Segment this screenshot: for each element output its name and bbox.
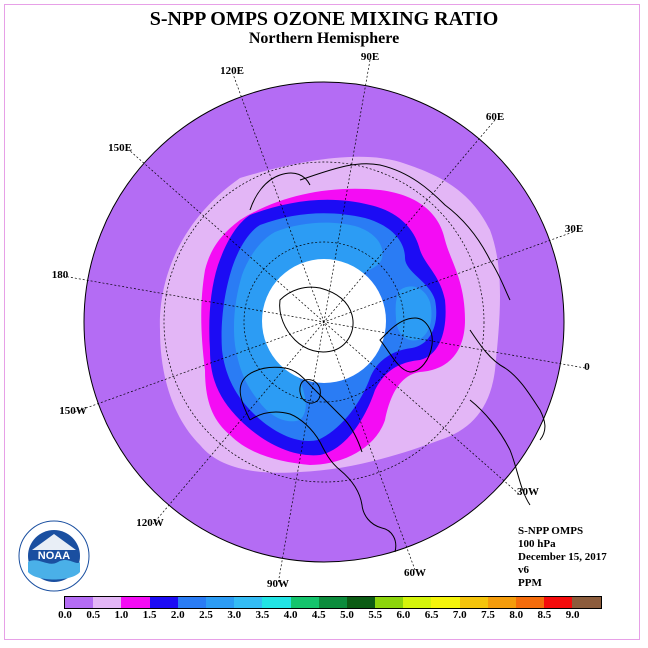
map-border: [83, 81, 565, 563]
colorbar-segment: [234, 597, 263, 608]
graticule: [62, 59, 586, 585]
colorbar-tick-label: 0.0: [58, 609, 72, 621]
ozone-band-2.5-3.0-east: [395, 286, 432, 341]
lon-label-30w: 30W: [517, 486, 539, 498]
colorbar-segment: [516, 597, 545, 608]
noaa-logo: NOAA: [18, 520, 90, 592]
colorbar-segment: [375, 597, 404, 608]
lon-label-60w: 60W: [404, 567, 426, 579]
lon-label-0: 0: [584, 361, 590, 373]
coastline-africa: [469, 399, 531, 506]
info-version: v6: [518, 564, 529, 576]
lon-label-90w: 90W: [267, 578, 289, 590]
colorbar-segment: [431, 597, 460, 608]
colorbar-tick-label: 5.5: [368, 609, 383, 621]
info-instrument: S-NPP OMPS: [518, 525, 584, 537]
colorbar-tick-label: 7.0: [452, 609, 467, 621]
map-title: S-NPP OMPS OZONE MIXING RATIO: [149, 8, 499, 30]
colorbar-ticks: 0.0 0.5 1.0 1.5 2.0 2.5 3.0 3.5 4.0 4.5 5.0 5.5 6.0 6…: [0, 609, 648, 623]
lon-label-120e: 120E: [220, 65, 244, 77]
coastline-europe: [469, 329, 546, 441]
coastline-north-america: [239, 366, 397, 553]
info-level: 100 hPa: [518, 538, 556, 550]
colorbar-tick-label: 3.5: [255, 609, 270, 621]
lon-label-150e: 150E: [108, 142, 132, 154]
colorbar-tick-label: 0.5: [86, 609, 101, 621]
lon-label-30e: 30E: [565, 223, 583, 235]
colorbar-tick-label: 2.0: [170, 609, 185, 621]
colorbar-segment: [149, 597, 178, 608]
coastline-greenland: [379, 317, 433, 373]
colorbar-segment: [544, 597, 573, 608]
colorbar-segment: [318, 597, 347, 608]
meridian-90e-90w: [277, 59, 371, 585]
info-date: December 15, 2017: [518, 551, 607, 563]
map-subtitle: Northern Hemisphere: [248, 30, 400, 47]
figure-frame: [4, 4, 640, 640]
colorbar-segment: [93, 597, 122, 608]
colorbar-tick-label: 9.0: [565, 609, 580, 621]
colorbar: [64, 596, 602, 609]
meridian-60w-120e: [232, 73, 416, 571]
noaa-logo-text: NOAA: [38, 550, 70, 562]
coastline-arctic: [279, 286, 354, 353]
latitude-circle-30n: [163, 161, 485, 483]
colorbar-tick-label: 8.5: [537, 609, 552, 621]
colorbar-segment: [177, 597, 206, 608]
colorbar-segment: [459, 597, 488, 608]
colorbar-tick-label: 8.0: [509, 609, 524, 621]
colorbar-tick-label: 6.5: [424, 609, 439, 621]
latitude-circle-60n: [243, 241, 405, 403]
colorbar-tick-label: 2.5: [199, 609, 213, 621]
colorbar-tick-label: 4.5: [311, 609, 326, 621]
coastline-asia: [249, 163, 511, 301]
colorbar-segment: [262, 597, 291, 608]
colorbar-tick-label: 1.0: [114, 609, 129, 621]
colorbar-tick-label: 6.0: [396, 609, 411, 621]
colorbar-segment: [290, 597, 319, 608]
colorbar-segment: [346, 597, 376, 608]
colorbar-tick-label: 3.0: [227, 609, 242, 621]
lon-label-150w: 150W: [59, 405, 87, 417]
colorbar-segment: [205, 597, 235, 608]
coastline-hudson-bay: [299, 379, 321, 404]
lon-label-180: 180: [52, 269, 69, 281]
colorbar-segment: [487, 597, 516, 608]
colorbar-tick-label: 5.0: [340, 609, 354, 621]
coastlines: [239, 163, 546, 553]
colorbar-tick-label: 4.0: [283, 609, 298, 621]
colorbar-segment: [121, 597, 150, 608]
colorbar-tick-label: 7.5: [481, 609, 495, 621]
colorbar-segment: [65, 597, 94, 608]
info-units: PPM: [518, 577, 542, 589]
colorbar-tick-label: 1.5: [142, 609, 157, 621]
colorbar-segment: [572, 597, 601, 608]
colorbar-segment: [403, 597, 432, 608]
lon-label-90e: 90E: [361, 51, 379, 63]
lon-label-120w: 120W: [136, 517, 164, 529]
info-block: S-NPP OMPS 100 hPa December 15, 2017 v6 …: [518, 525, 607, 590]
lon-label-60e: 60E: [486, 111, 504, 123]
